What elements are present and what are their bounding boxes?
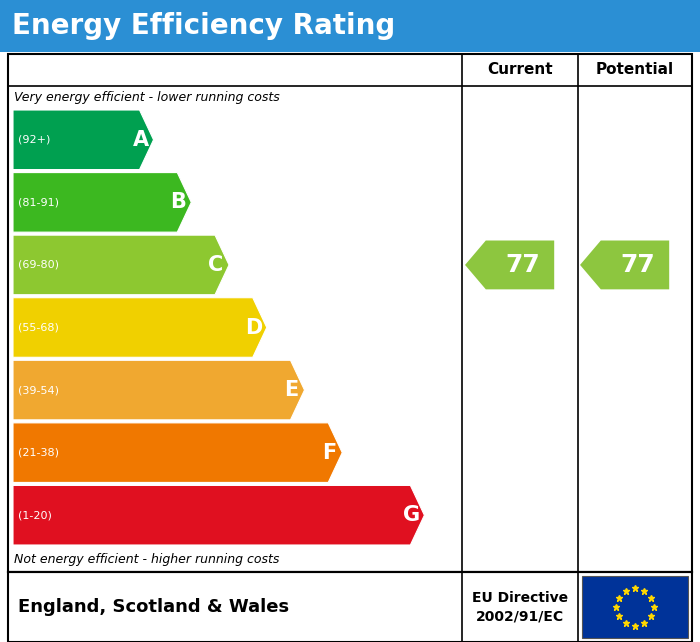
Polygon shape: [13, 485, 424, 545]
Text: (81-91): (81-91): [18, 197, 59, 207]
Text: EU Directive
2002/91/EC: EU Directive 2002/91/EC: [472, 591, 568, 623]
Text: D: D: [245, 318, 262, 338]
Text: Potential: Potential: [596, 62, 674, 78]
Polygon shape: [13, 298, 267, 358]
Bar: [0, 0, 700, 52]
Polygon shape: [13, 173, 191, 232]
Text: Energy Efficiency Rating: Energy Efficiency Rating: [12, 12, 395, 40]
Text: (55-68): (55-68): [18, 322, 59, 333]
Text: Current: Current: [487, 62, 553, 78]
Text: (92+): (92+): [18, 135, 50, 145]
Text: G: G: [402, 505, 420, 525]
Text: B: B: [170, 193, 186, 213]
Text: A: A: [132, 130, 148, 150]
Bar: [8, 572, 692, 642]
Text: 77: 77: [505, 253, 540, 277]
Text: (21-38): (21-38): [18, 447, 59, 458]
Text: (39-54): (39-54): [18, 385, 59, 395]
Bar: [582, 576, 688, 638]
Polygon shape: [13, 360, 304, 420]
Text: F: F: [322, 442, 337, 463]
Polygon shape: [580, 241, 669, 290]
Polygon shape: [13, 423, 342, 482]
Bar: [8, 54, 692, 572]
Text: E: E: [284, 380, 299, 400]
Text: C: C: [209, 255, 223, 275]
Text: (1-20): (1-20): [18, 510, 52, 520]
Polygon shape: [465, 241, 554, 290]
Text: England, Scotland & Wales: England, Scotland & Wales: [18, 598, 289, 616]
Text: Very energy efficient - lower running costs: Very energy efficient - lower running co…: [14, 92, 280, 105]
Polygon shape: [13, 235, 229, 295]
Text: 77: 77: [620, 253, 655, 277]
Polygon shape: [13, 110, 153, 169]
Text: (69-80): (69-80): [18, 260, 59, 270]
Text: Not energy efficient - higher running costs: Not energy efficient - higher running co…: [14, 553, 279, 566]
